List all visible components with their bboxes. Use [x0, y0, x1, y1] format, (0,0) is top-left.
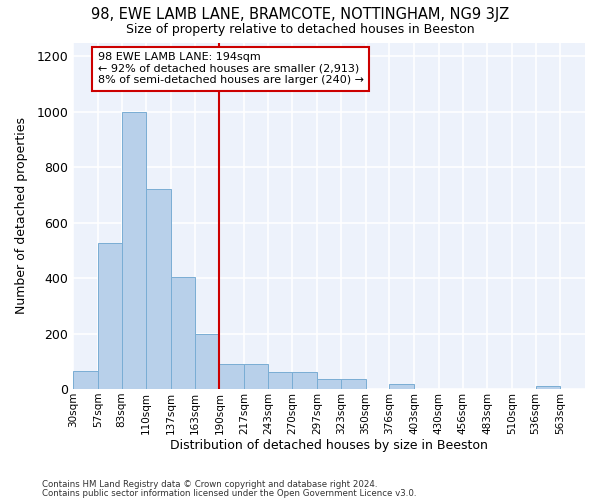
Bar [146, 190, 171, 389]
Bar [389, 384, 414, 389]
Text: Size of property relative to detached houses in Beeston: Size of property relative to detached ho… [125, 22, 475, 36]
Y-axis label: Number of detached properties: Number of detached properties [15, 118, 28, 314]
Bar [341, 380, 365, 389]
Bar [536, 386, 560, 389]
Text: 98, EWE LAMB LANE, BRAMCOTE, NOTTINGHAM, NG9 3JZ: 98, EWE LAMB LANE, BRAMCOTE, NOTTINGHAM,… [91, 8, 509, 22]
Bar [73, 371, 98, 389]
Bar [194, 334, 220, 389]
Bar [171, 277, 194, 389]
Bar [268, 372, 292, 389]
Bar [122, 112, 146, 389]
Text: 98 EWE LAMB LANE: 194sqm
← 92% of detached houses are smaller (2,913)
8% of semi: 98 EWE LAMB LANE: 194sqm ← 92% of detach… [98, 52, 364, 86]
Text: Contains public sector information licensed under the Open Government Licence v3: Contains public sector information licen… [42, 488, 416, 498]
Bar [317, 378, 341, 389]
Bar [292, 372, 317, 389]
Bar [98, 244, 122, 389]
X-axis label: Distribution of detached houses by size in Beeston: Distribution of detached houses by size … [170, 440, 488, 452]
Text: Contains HM Land Registry data © Crown copyright and database right 2024.: Contains HM Land Registry data © Crown c… [42, 480, 377, 489]
Bar [220, 364, 244, 389]
Bar [244, 364, 268, 389]
